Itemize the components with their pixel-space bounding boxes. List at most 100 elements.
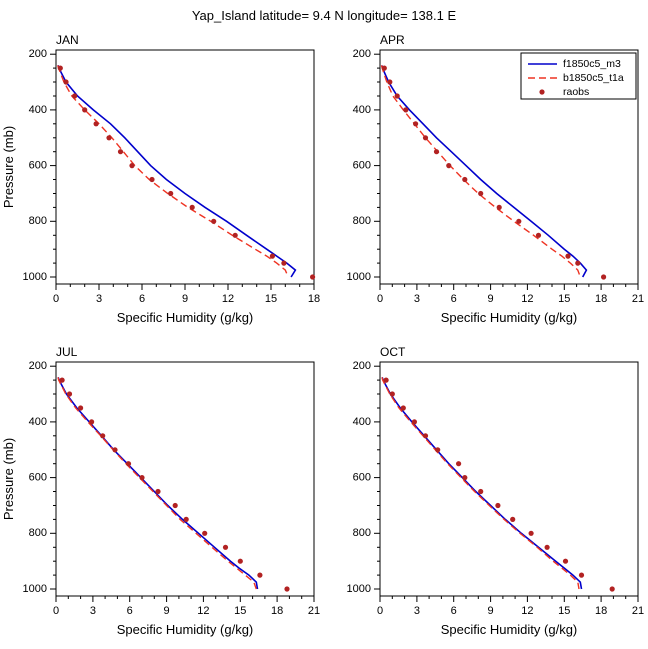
x-tick-label: 0	[377, 605, 383, 617]
x-tick-label: 18	[595, 293, 607, 305]
x-tick-label: 9	[182, 293, 188, 305]
y-tick-label: 1000	[23, 271, 47, 283]
series-line-b1850c5_t1a	[381, 377, 580, 590]
raobs-dot	[609, 586, 615, 592]
y-tick-label: 1000	[23, 583, 47, 595]
raobs-dot	[601, 274, 607, 280]
x-tick-label: 18	[271, 605, 283, 617]
y-tick-label: 400	[29, 104, 47, 116]
y-tick-label: 200	[353, 360, 371, 372]
raobs-dot	[281, 260, 287, 266]
raobs-dot	[383, 377, 389, 383]
plot-frame	[379, 361, 639, 597]
y-tick-label: 600	[29, 472, 47, 484]
raobs-dot	[478, 190, 484, 197]
raobs-dot	[222, 544, 229, 550]
y-tick-label: 400	[29, 416, 47, 428]
x-tick-label: 3	[414, 605, 420, 617]
raobs-dot	[129, 163, 135, 169]
raobs-dot	[106, 135, 112, 141]
legend-dot-sample	[539, 89, 545, 95]
plot-frame	[55, 49, 315, 285]
x-tick-label: 15	[234, 605, 246, 617]
raobs-dot	[93, 121, 99, 127]
chart-panel-apr: 0 3 6 9 12 15 18 21 200 400 600 800 1000 APR Specific …	[347, 33, 645, 325]
x-tick-label: 6	[139, 293, 145, 305]
raobs-dot	[149, 176, 155, 183]
raobs-dot	[411, 419, 417, 425]
raobs-dot	[495, 502, 501, 509]
chart-panel-jan: 0 3 6 9 12 15 18 200 400 600 800 1000 JAN Specific Hu…	[1, 33, 320, 325]
x-tick-label: 9	[164, 605, 170, 617]
series-line-f1850c5_m3	[57, 65, 297, 278]
legend-label: b1850c5_t1a	[563, 72, 624, 84]
x-tick-label: 15	[558, 605, 570, 617]
raobs-dot	[117, 149, 124, 155]
raobs-dot	[510, 516, 516, 522]
x-tick-label: 6	[127, 605, 133, 617]
x-tick-label: 0	[377, 293, 383, 305]
raobs-dot	[528, 530, 534, 536]
x-axis-title: Specific Humidity (g/kg)	[441, 310, 578, 325]
raobs-dot	[413, 121, 419, 127]
x-tick-label: 18	[308, 293, 320, 305]
raobs-dot	[89, 419, 95, 425]
raobs-dot	[435, 447, 441, 453]
x-tick-label: 15	[558, 293, 570, 305]
panel-month-label: JUL	[56, 345, 78, 359]
y-tick-label: 1000	[347, 583, 371, 595]
panel-month-label: JAN	[56, 33, 79, 47]
raobs-dot	[82, 107, 88, 113]
y-tick-label: 600	[353, 472, 371, 484]
x-tick-label: 3	[96, 293, 102, 305]
page-title: Yap_Island latitude= 9.4 N longitude= 13…	[191, 8, 457, 23]
raobs-dot	[232, 232, 238, 238]
x-tick-label: 18	[595, 605, 607, 617]
raobs-dot	[389, 391, 395, 397]
raobs-dot	[125, 461, 132, 467]
y-tick-label: 800	[29, 215, 47, 227]
x-tick-label: 15	[265, 293, 277, 305]
raobs-dot	[183, 516, 189, 522]
raobs-dot	[168, 190, 174, 197]
x-tick-label: 6	[451, 293, 457, 305]
y-tick-label: 400	[353, 104, 371, 116]
x-tick-label: 21	[308, 605, 320, 617]
raobs-dot	[544, 544, 550, 550]
x-tick-label: 3	[90, 605, 96, 617]
x-tick-label: 12	[521, 293, 533, 305]
raobs-dot	[381, 65, 387, 71]
legend-label: f1850c5_m3	[563, 58, 621, 70]
legend-label: raobs	[563, 86, 589, 98]
y-axis-title: Pressure (mb)	[1, 126, 16, 208]
raobs-dot	[400, 405, 406, 411]
raobs-dot	[456, 461, 462, 467]
series-line-b1850c5_t1a	[380, 65, 581, 278]
x-tick-label: 6	[451, 605, 457, 617]
raobs-dot	[462, 475, 468, 481]
raobs-dot	[284, 586, 290, 592]
panel-month-label: APR	[380, 33, 405, 47]
x-axis-title: Specific Humidity (g/kg)	[117, 310, 254, 325]
chart-panel-oct: 0 3 6 9 12 15 18 21 200 400 600 800 1000 OCT Specific …	[347, 345, 645, 637]
raobs-dot	[72, 93, 78, 99]
raobs-dot	[565, 253, 571, 259]
raobs-dot	[155, 488, 161, 495]
raobs-dot	[422, 433, 429, 439]
panel-month-label: OCT	[380, 345, 406, 359]
x-axis-title: Specific Humidity (g/kg)	[441, 622, 578, 637]
plot-frame	[55, 361, 315, 597]
raobs-dot	[403, 107, 409, 113]
x-tick-label: 21	[632, 605, 644, 617]
plot-frame	[379, 49, 639, 285]
series-line-b1850c5_t1a	[57, 377, 257, 590]
y-tick-label: 800	[353, 215, 371, 227]
raobs-dot	[478, 488, 484, 495]
y-tick-label: 600	[353, 160, 371, 172]
x-tick-label: 9	[488, 605, 494, 617]
raobs-dot	[189, 204, 195, 210]
x-tick-label: 3	[414, 293, 420, 305]
raobs-dot	[257, 572, 263, 578]
raobs-dot	[578, 572, 585, 578]
raobs-dot	[78, 405, 84, 411]
